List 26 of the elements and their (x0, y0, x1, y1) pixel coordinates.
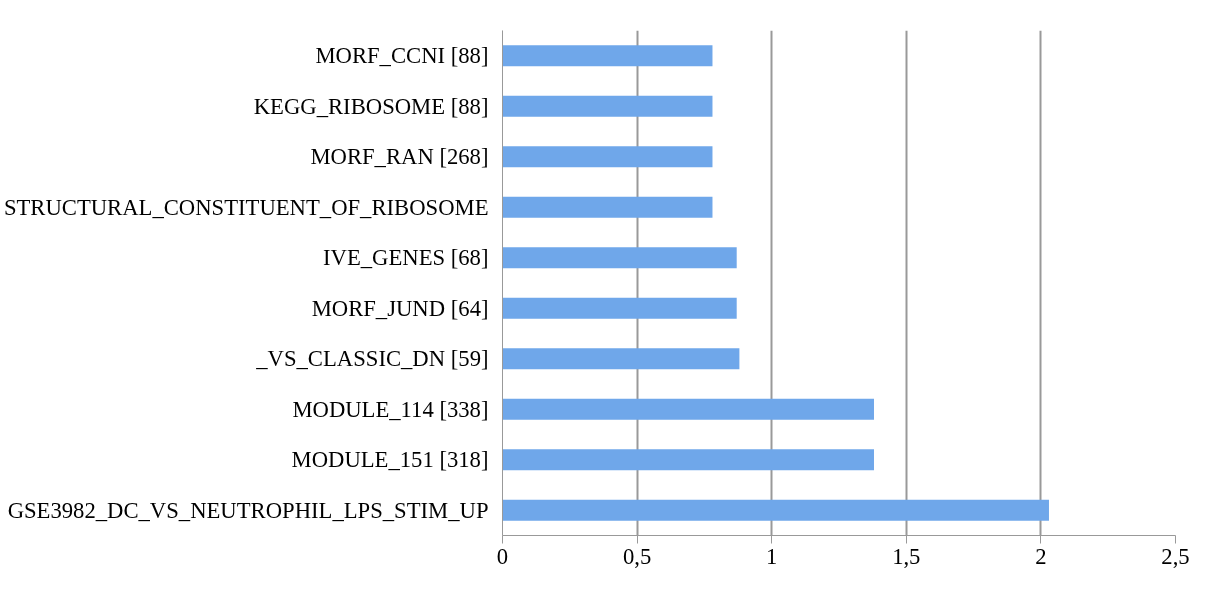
y-tick-label: _VS_CLASSIC_DN [59] (255, 346, 489, 372)
bar (502, 297, 737, 319)
x-tick-label: 1,5 (892, 543, 921, 569)
y-tick-label: GSE3982_DC_VS_NEUTROPHIL_LPS_STIM_UP (7, 497, 489, 523)
bar (502, 45, 713, 67)
x-tick-label: 1 (766, 543, 778, 569)
bar (502, 499, 1049, 521)
x-tick-label: 2,5 (1161, 543, 1190, 569)
bar (502, 449, 874, 471)
bar (502, 146, 713, 168)
y-tick-label: MORF_JUND [64] (311, 295, 489, 321)
x-tick-label: 0,5 (622, 543, 652, 569)
bar (502, 348, 740, 370)
bar (502, 247, 737, 269)
y-tick-label: IVE_GENES [68] (323, 245, 489, 271)
bar (502, 95, 713, 117)
y-tick-label: MODULE_114 [338] (292, 396, 489, 422)
bar (502, 398, 874, 420)
y-tick-label: MODULE_151 [318] (291, 447, 489, 473)
y-tick-label: STRUCTURAL_CONSTITUENT_OF_RIBOSOME (3, 194, 489, 220)
y-tick-label: MORF_RAN [268] (310, 144, 489, 170)
x-tick-label: 2 (1035, 543, 1047, 569)
y-tick-label: MORF_CCNI [88] (315, 43, 489, 69)
x-tick-label: 0 (496, 543, 509, 569)
bar (502, 196, 713, 218)
y-tick-label: KEGG_RIBOSOME [88] (253, 93, 489, 119)
